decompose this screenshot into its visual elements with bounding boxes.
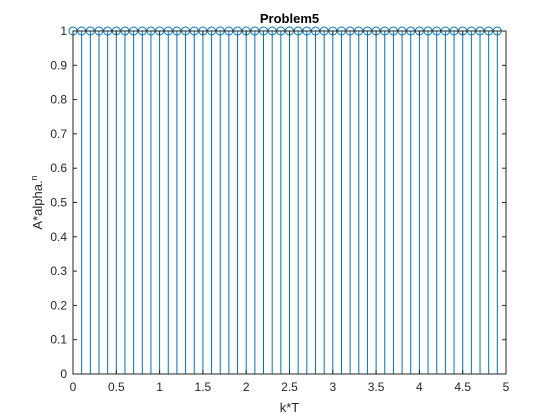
stem-series — [68, 26, 502, 374]
x-tick-label: 3.5 — [368, 380, 385, 394]
y-axis-label-superscript: n — [29, 175, 39, 180]
x-tick-label: 2.5 — [281, 380, 298, 394]
x-tick-label: 4 — [416, 380, 423, 394]
x-tick-label: 0 — [70, 380, 77, 394]
y-tick-label: 0.9 — [50, 58, 67, 72]
y-tick-label: 0.1 — [50, 333, 67, 347]
chart-title: Problem5 — [260, 11, 319, 26]
y-tick-label: 0.6 — [50, 161, 67, 175]
y-tick-label: 0.3 — [50, 264, 67, 278]
y-tick-label: 0.5 — [50, 196, 67, 210]
y-axis-ticks: 0 0.1 0.2 0.3 0.4 0.5 0.6 0.7 0.8 0.9 1 — [50, 24, 506, 381]
x-tick-label: 1.5 — [195, 380, 212, 394]
y-tick-label: 0.2 — [50, 298, 67, 312]
x-tick-label: 0.5 — [108, 380, 125, 394]
y-tick-label: 1 — [60, 24, 67, 38]
y-axis-label: A*alpha.n — [29, 175, 45, 229]
x-axis-ticks: 0 0.5 1 1.5 2 2.5 3 3.5 4 4.5 5 — [70, 31, 510, 394]
y-tick-label: 0 — [60, 367, 67, 381]
y-tick-label: 0.8 — [50, 93, 67, 107]
x-tick-label: 4.5 — [454, 380, 471, 394]
x-tick-label: 5 — [503, 380, 510, 394]
y-axis-label-main: A*alpha. — [30, 180, 45, 229]
y-tick-label: 0.4 — [50, 230, 67, 244]
x-axis-label: k*T — [280, 400, 300, 415]
y-tick-label: 0.7 — [50, 127, 67, 141]
x-tick-label: 3 — [329, 380, 336, 394]
x-tick-label: 1 — [156, 380, 163, 394]
x-tick-label: 2 — [243, 380, 250, 394]
